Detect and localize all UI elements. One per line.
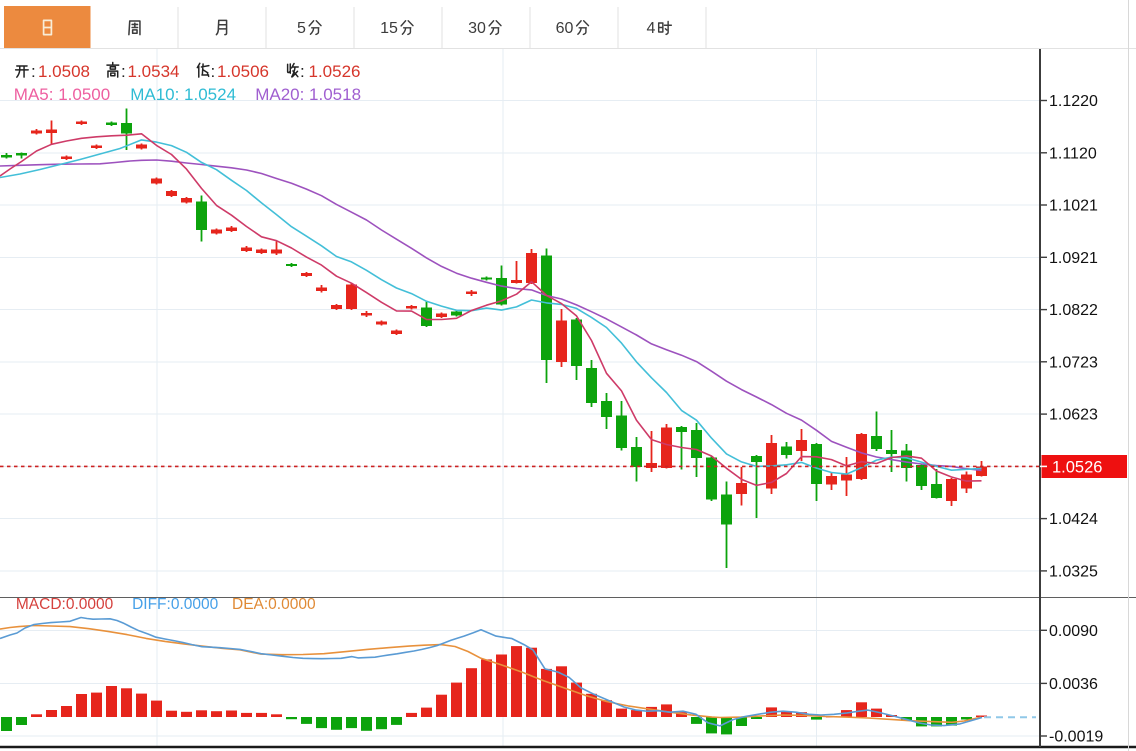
svg-text:15: 15 (380, 20, 398, 37)
svg-text:MA10: 1.0524: MA10: 1.0524 (130, 85, 236, 104)
svg-text::: : (211, 62, 216, 81)
svg-text:4: 4 (647, 20, 656, 37)
svg-text:1.0508: 1.0508 (38, 62, 90, 81)
svg-text:-0.0019: -0.0019 (1049, 729, 1103, 746)
svg-text:5: 5 (297, 20, 306, 37)
svg-text:DEA:0.0000: DEA:0.0000 (232, 596, 316, 613)
svg-text::: : (121, 62, 126, 81)
svg-text:0.0036: 0.0036 (1049, 676, 1098, 693)
svg-text::: : (31, 62, 36, 81)
svg-text:1.0526: 1.0526 (309, 62, 361, 81)
svg-text:1.0325: 1.0325 (1049, 563, 1098, 580)
svg-text:1.0424: 1.0424 (1049, 511, 1098, 528)
svg-text:1.0822: 1.0822 (1049, 302, 1098, 319)
svg-text:1.0506: 1.0506 (217, 62, 269, 81)
svg-text:1.0921: 1.0921 (1049, 250, 1098, 267)
svg-text:1.0623: 1.0623 (1049, 407, 1098, 424)
svg-text:MA20: 1.0518: MA20: 1.0518 (255, 85, 361, 104)
svg-text:MA5: 1.0500: MA5: 1.0500 (14, 85, 110, 104)
svg-text:60: 60 (556, 20, 574, 37)
svg-text:1.0723: 1.0723 (1049, 354, 1098, 371)
svg-text:DIFF:0.0000: DIFF:0.0000 (132, 596, 219, 613)
svg-text:MACD:0.0000: MACD:0.0000 (16, 596, 114, 613)
svg-text:1.0534: 1.0534 (128, 62, 180, 81)
svg-text:0.0090: 0.0090 (1049, 623, 1098, 640)
svg-text:1.1220: 1.1220 (1049, 93, 1098, 110)
svg-text:1.0526: 1.0526 (1052, 459, 1102, 477)
svg-text::: : (300, 62, 305, 81)
svg-text:1.1120: 1.1120 (1049, 145, 1097, 162)
svg-text:1.1021: 1.1021 (1049, 198, 1098, 215)
svg-text:30: 30 (468, 20, 486, 37)
